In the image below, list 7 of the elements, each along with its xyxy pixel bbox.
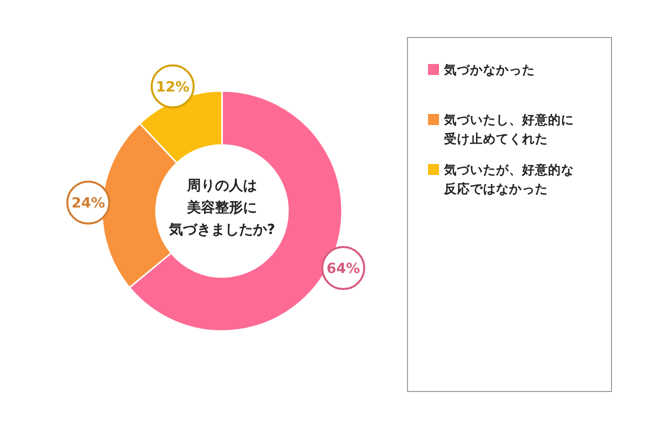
legend-label: 気づかなかった — [444, 61, 536, 79]
legend-label: 気づいたし、好意的に受け止めてくれた — [444, 111, 575, 148]
data-label: 64% — [326, 261, 360, 278]
data-label: 12% — [156, 79, 190, 96]
data-label: 24% — [72, 196, 106, 212]
legend-label: 気づいたが、好意的な反応ではなかった — [444, 161, 575, 198]
text: 周りの人は美容整形に気づきましたか? — [168, 177, 276, 240]
